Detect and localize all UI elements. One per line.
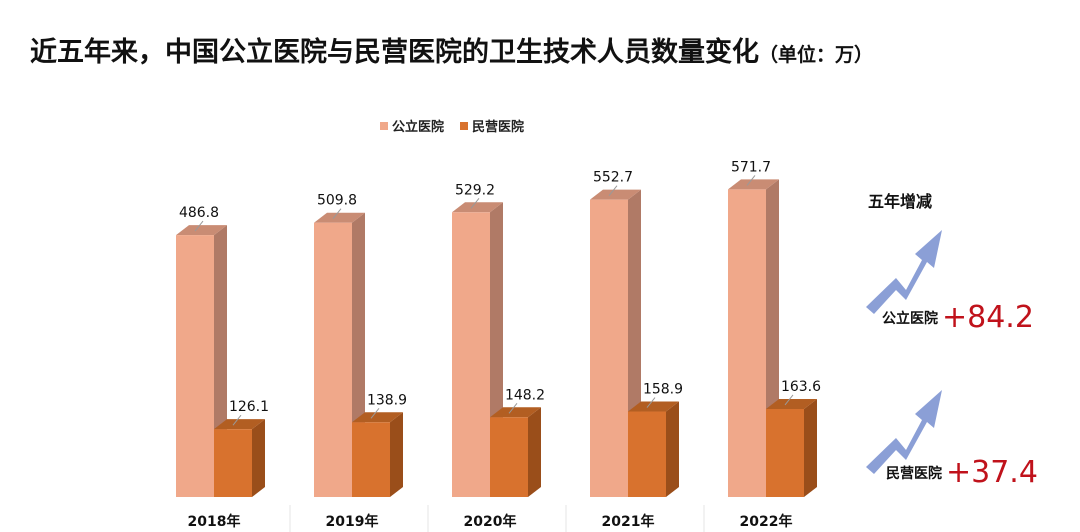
title-text: 近五年来，中国公立医院与民营医院的卫生技术人员数量变化 bbox=[30, 37, 759, 68]
x-tick-label: 2022年 bbox=[740, 513, 793, 530]
unit-note: （单位：万） bbox=[759, 44, 874, 66]
change-value: +37.4 bbox=[946, 455, 1038, 490]
leader-line bbox=[232, 414, 242, 426]
bar-top bbox=[728, 179, 779, 190]
leader-line bbox=[370, 407, 380, 419]
bar-top bbox=[628, 401, 679, 412]
bar-top bbox=[176, 225, 227, 236]
bar-top bbox=[490, 407, 541, 418]
legend-label: 公立医院 bbox=[392, 120, 445, 135]
data-label: 158.9 bbox=[643, 382, 683, 398]
bar bbox=[214, 429, 252, 497]
bar-top bbox=[590, 189, 641, 200]
chart-title: 近五年来，中国公立医院与民营医院的卫生技术人员数量变化（单位：万） bbox=[30, 30, 873, 69]
rising-arrow-icon bbox=[866, 390, 942, 474]
change-value: +84.2 bbox=[942, 300, 1034, 335]
bar bbox=[590, 199, 628, 497]
bar-top bbox=[766, 398, 817, 409]
bar-top bbox=[214, 419, 265, 430]
data-label: 148.2 bbox=[505, 387, 545, 403]
legend-item-private: 民营医院 bbox=[460, 116, 524, 135]
bar bbox=[176, 235, 214, 497]
bar bbox=[728, 189, 766, 497]
legend-item-public: 公立医院 bbox=[380, 116, 444, 135]
x-tick-label: 2020年 bbox=[464, 513, 517, 530]
x-tick-label: 2019年 bbox=[326, 513, 379, 530]
bar bbox=[490, 417, 528, 497]
data-label: 126.1 bbox=[229, 399, 269, 415]
leader-line bbox=[608, 185, 618, 196]
data-label: 486.8 bbox=[179, 205, 219, 221]
change-label: 公立医院 bbox=[882, 310, 938, 327]
bar-side bbox=[252, 419, 265, 497]
legend-swatch bbox=[460, 121, 469, 130]
bar-side bbox=[390, 412, 403, 497]
bar-top bbox=[352, 412, 403, 423]
data-label: 571.7 bbox=[731, 159, 771, 175]
leader-line bbox=[508, 402, 518, 414]
leader-line bbox=[784, 394, 794, 406]
change-private: 民营医院 +37.4 bbox=[886, 455, 1038, 490]
leader-line bbox=[470, 197, 480, 209]
data-label: 138.9 bbox=[367, 392, 407, 408]
bar bbox=[314, 222, 352, 497]
bar bbox=[628, 411, 666, 497]
bar-side bbox=[804, 398, 817, 497]
bar-top bbox=[452, 202, 503, 213]
legend: 公立医院 民营医院 bbox=[380, 116, 524, 135]
leader-line bbox=[194, 220, 204, 232]
leader-line bbox=[646, 397, 656, 408]
leader-line bbox=[332, 208, 342, 220]
bar-side bbox=[528, 407, 541, 497]
x-tick-label: 2021年 bbox=[602, 513, 655, 530]
legend-label: 民营医院 bbox=[472, 120, 525, 135]
rising-arrow-icon bbox=[866, 230, 942, 314]
data-label: 529.2 bbox=[455, 182, 495, 198]
bar-side bbox=[666, 401, 679, 497]
bar bbox=[766, 408, 804, 497]
bar bbox=[352, 422, 390, 497]
change-public: 公立医院 +84.2 bbox=[882, 300, 1034, 335]
data-label: 163.6 bbox=[781, 379, 821, 395]
leader-line bbox=[746, 175, 756, 186]
data-label: 552.7 bbox=[593, 170, 633, 186]
bar bbox=[452, 212, 490, 497]
side-title: 五年增减 bbox=[868, 192, 933, 211]
legend-swatch bbox=[380, 121, 388, 130]
change-label: 民营医院 bbox=[886, 465, 942, 482]
bar-top bbox=[314, 212, 365, 223]
x-tick-label: 2018年 bbox=[188, 513, 241, 530]
data-label: 509.8 bbox=[317, 193, 357, 209]
